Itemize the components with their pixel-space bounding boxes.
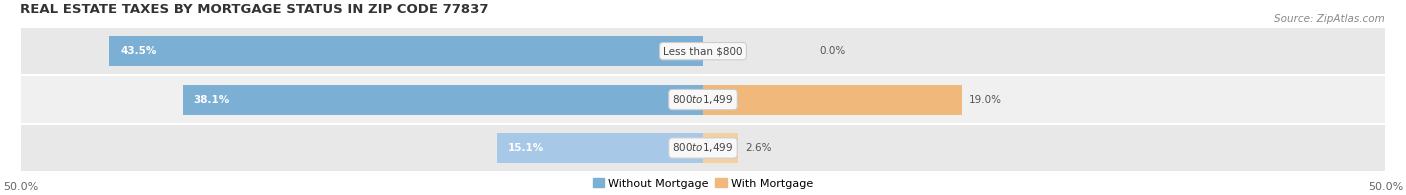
- Text: Less than $800: Less than $800: [664, 46, 742, 56]
- Bar: [183, 85, 703, 115]
- Bar: [21, 27, 1385, 75]
- Bar: [703, 133, 738, 163]
- Bar: [110, 36, 703, 66]
- Legend: Without Mortgage, With Mortgage: Without Mortgage, With Mortgage: [588, 174, 818, 193]
- Text: 2.6%: 2.6%: [745, 143, 772, 153]
- Text: 38.1%: 38.1%: [194, 95, 231, 105]
- Text: Source: ZipAtlas.com: Source: ZipAtlas.com: [1274, 14, 1385, 24]
- Text: $800 to $1,499: $800 to $1,499: [672, 93, 734, 106]
- Bar: [21, 124, 1385, 172]
- Bar: [496, 133, 703, 163]
- Text: REAL ESTATE TAXES BY MORTGAGE STATUS IN ZIP CODE 77837: REAL ESTATE TAXES BY MORTGAGE STATUS IN …: [21, 3, 489, 16]
- Text: 19.0%: 19.0%: [969, 95, 1002, 105]
- Bar: [21, 75, 1385, 124]
- Bar: [703, 85, 962, 115]
- Text: $800 to $1,499: $800 to $1,499: [672, 142, 734, 154]
- Text: 15.1%: 15.1%: [508, 143, 544, 153]
- Text: 43.5%: 43.5%: [120, 46, 156, 56]
- Text: 0.0%: 0.0%: [820, 46, 845, 56]
